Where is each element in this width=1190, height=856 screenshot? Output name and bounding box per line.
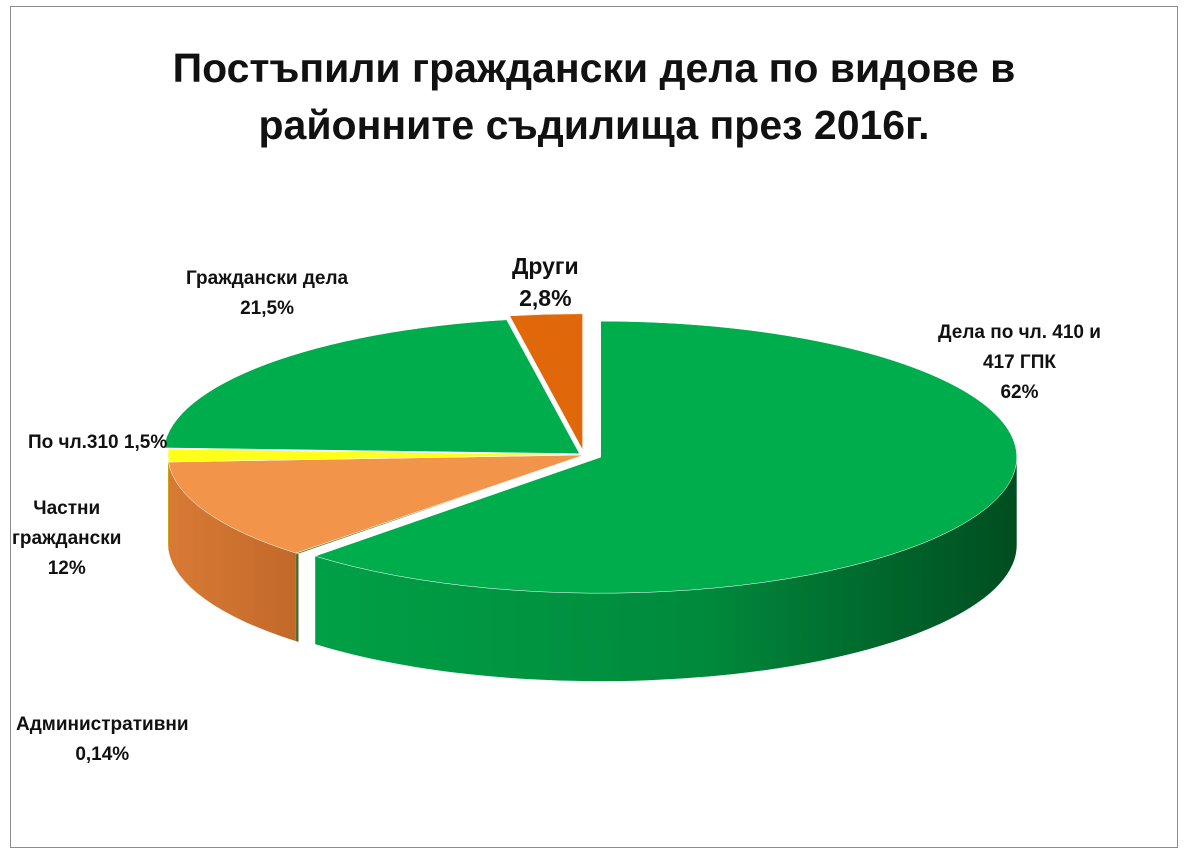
chart-title-line-1: Постъпили граждански дела по видове в (172, 45, 1016, 91)
slice-chl-310 (167, 448, 585, 463)
slice-grazhdanski-dela (163, 319, 580, 454)
slice-label-text: Други (512, 253, 579, 279)
slice-label-administrativni: Административни 0,14% (16, 710, 189, 770)
slice-label-chl-310: По чл.310 1,5% (28, 428, 167, 458)
slice-dela-410 (314, 320, 1017, 594)
slice-label-text: По чл.310 1,5% (28, 432, 168, 453)
slice-label-value: 62% (1000, 382, 1039, 403)
slice-drugi (509, 313, 583, 450)
slice-side-chastni-grazhdanski (168, 462, 296, 642)
slice-label-text: граждански (12, 528, 122, 549)
slice-label-grazhdanski-dela: Граждански дела 21,5% (186, 264, 348, 324)
chart-title-line-2: районните съдилища през 2016г. (258, 102, 930, 148)
slice-label-value: 12% (47, 558, 86, 579)
slice-chastni-grazhdanski (168, 454, 585, 554)
slice-side-chl-310 (167, 455, 169, 550)
slice-side-dela-410 (315, 457, 1017, 682)
slice-label-value: 2,8% (519, 285, 572, 311)
slice-label-text: Дела по чл. 410 и (938, 322, 1101, 343)
slice-label-chastni-grazhdanski: Частни граждански 12% (12, 494, 121, 584)
slice-label-drugi: Други 2,8% (512, 250, 579, 314)
chart-title: Постъпили граждански дела по видове в ра… (10, 40, 1178, 154)
slice-label-dela-410: Дела по чл. 410 и 417 ГПК 62% (938, 318, 1101, 408)
slice-label-value: 21,5% (240, 298, 294, 319)
slice-label-text: Граждански дела (186, 268, 349, 289)
slice-label-text: Частни (33, 498, 101, 519)
slice-side-administrativni (295, 553, 299, 642)
slice-label-text: Административни (16, 714, 189, 735)
slice-label-text: 417 ГПК (982, 352, 1056, 373)
slice-label-value: 0,14% (75, 744, 130, 765)
